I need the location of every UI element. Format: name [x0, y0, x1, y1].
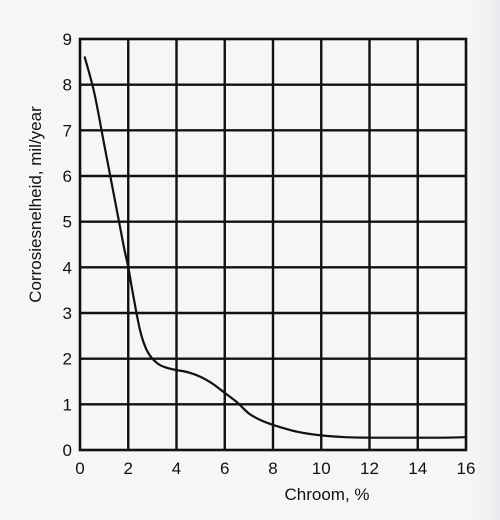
x-tick-label: 10 — [312, 459, 331, 478]
y-tick-label: 5 — [63, 213, 72, 232]
corrosion-rate-line — [83, 56, 468, 439]
plot-frame — [78, 37, 468, 452]
x-tick-label: 6 — [220, 459, 229, 478]
y-tick-label: 0 — [63, 441, 72, 460]
x-tick-labels: 0 2 4 6 8 10 12 14 16 — [75, 459, 475, 478]
x-tick-label: 8 — [268, 459, 277, 478]
y-tick-label: 7 — [63, 121, 72, 140]
y-tick-label: 8 — [63, 76, 72, 95]
figure-edge-shade — [470, 0, 500, 520]
x-tick-label: 4 — [172, 459, 181, 478]
x-tick-label: 14 — [408, 459, 427, 478]
x-axis-title: Chroom, % — [284, 485, 369, 504]
grid — [80, 39, 466, 450]
y-tick-label: 3 — [63, 304, 72, 323]
y-tick-label: 4 — [63, 258, 72, 277]
x-tick-label: 0 — [75, 459, 84, 478]
x-tick-label: 16 — [457, 459, 476, 478]
y-tick-label: 9 — [63, 30, 72, 49]
y-axis-title: Corrosiesnelheid, mil/year — [26, 106, 45, 303]
y-tick-label: 6 — [63, 167, 72, 186]
y-tick-label: 2 — [63, 350, 72, 369]
x-tick-label: 12 — [360, 459, 379, 478]
x-tick-label: 2 — [124, 459, 133, 478]
y-tick-labels: 0 1 2 3 4 5 6 7 8 9 — [63, 30, 72, 460]
y-tick-label: 1 — [63, 395, 72, 414]
